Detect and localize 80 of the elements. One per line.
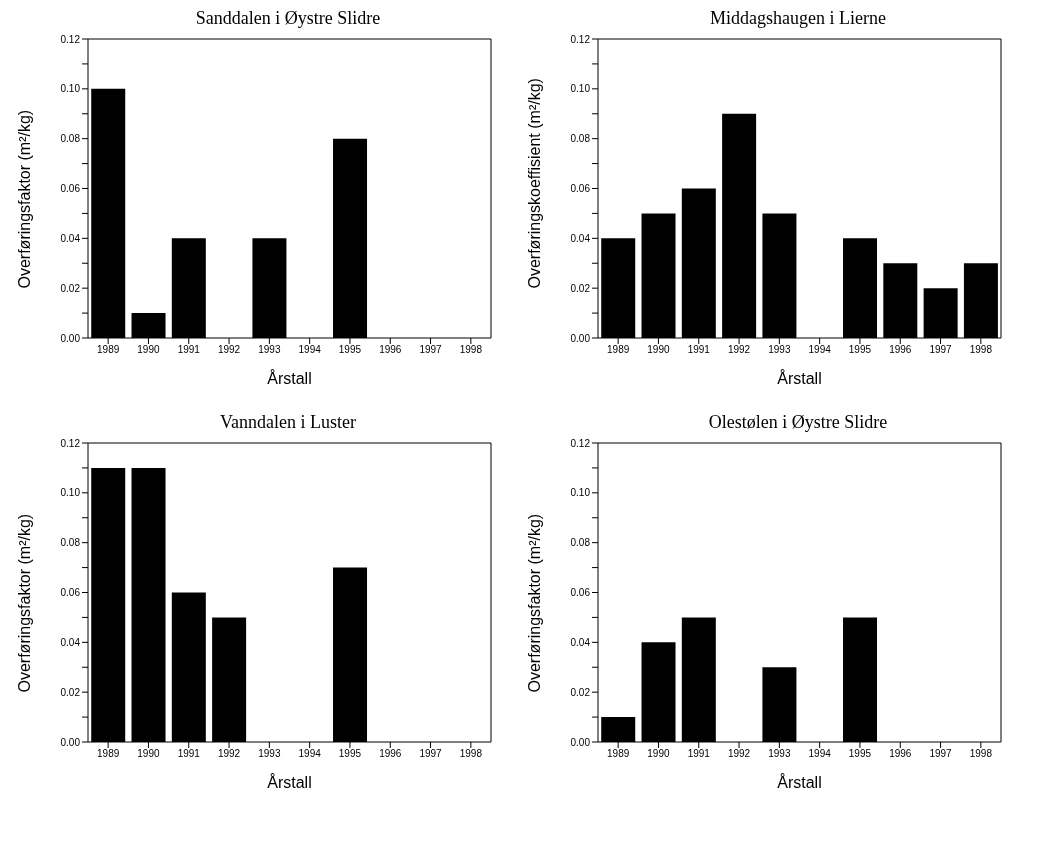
x-tick-label: 1989 [607,344,630,356]
y-tick-label: 0.12 [60,33,81,45]
x-tick-label: 1989 [97,748,120,760]
y-tick-label: 0.00 [60,736,81,748]
y-tick-label: 0.12 [60,437,81,449]
x-tick-label: 1990 [647,748,671,760]
y-tick-label: 0.12 [570,33,591,45]
x-tick-label: 1997 [419,748,443,760]
x-tick-label: 1989 [97,344,120,356]
y-tick-label: 0.10 [60,487,81,499]
x-axis-title: Årstall [777,369,822,387]
x-tick-label: 1995 [338,748,362,760]
x-tick-label: 1991 [177,748,201,760]
y-tick-label: 0.02 [570,686,591,698]
y-tick-label: 0.06 [570,587,591,599]
x-tick-label: 1990 [137,344,161,356]
x-tick-label: 1992 [217,344,241,356]
x-tick-label: 1996 [889,344,912,356]
x-tick-label: 1996 [889,748,912,760]
y-tick-label: 0.08 [570,133,591,145]
x-axis-title: Årstall [777,773,822,791]
x-tick-label: 1990 [137,748,161,760]
x-axis-title: Årstall [267,773,312,791]
x-tick-label: 1996 [379,748,402,760]
y-tick-label: 0.00 [570,736,591,748]
y-tick-label: 0.10 [570,487,591,499]
x-tick-label: 1994 [298,344,322,356]
x-tick-label: 1990 [647,344,671,356]
y-tick-label: 0.12 [570,437,591,449]
x-tick-label: 1993 [258,344,281,356]
x-tick-label: 1997 [929,344,953,356]
x-tick-label: 1997 [419,344,443,356]
y-tick-label: 0.00 [570,332,591,344]
y-tick-label: 0.02 [570,282,591,294]
x-tick-label: 1998 [459,748,483,760]
chart-title: Vanndalen i Luster [219,412,357,434]
x-axis-title: Årstall [267,369,312,387]
x-tick-label: 1991 [687,344,711,356]
x-tick-label: 1998 [969,748,993,760]
x-tick-label: 1989 [607,748,630,760]
x-tick-label: 1994 [808,748,832,760]
x-tick-label: 1998 [459,344,483,356]
y-axis-title: Overføringsfaktor (m²/kg) [525,513,543,693]
x-tick-label: 1994 [298,748,322,760]
x-tick-label: 1992 [727,344,751,356]
x-tick-label: 1996 [379,344,402,356]
x-tick-label: 1993 [258,748,281,760]
x-tick-label: 1995 [338,344,362,356]
y-tick-label: 0.10 [60,83,81,95]
x-tick-label: 1995 [848,344,872,356]
x-tick-label: 1993 [768,344,791,356]
x-tick-label: 1992 [217,748,241,760]
y-tick-label: 0.06 [570,183,591,195]
x-tick-label: 1998 [969,344,993,356]
y-axis-title: Overføringskoeffisient (m²/kg) [525,78,543,289]
chart-title: Middagshaugen i Lierne [709,8,887,30]
y-tick-label: 0.02 [60,686,81,698]
y-tick-label: 0.08 [60,133,81,145]
y-tick-label: 0.04 [570,232,591,244]
y-axis-title: Overføringsfaktor (m²/kg) [15,513,33,693]
x-tick-label: 1993 [768,748,791,760]
y-tick-label: 0.10 [570,83,591,95]
y-tick-label: 0.06 [60,183,81,195]
y-tick-label: 0.04 [60,636,81,648]
chart-title: Sanddalen i Øystre Slidre [194,8,382,30]
x-tick-label: 1991 [177,344,201,356]
y-tick-label: 0.04 [60,232,81,244]
y-tick-label: 0.00 [60,332,81,344]
x-tick-label: 1992 [727,748,751,760]
y-tick-label: 0.02 [60,282,81,294]
x-tick-label: 1991 [687,748,711,760]
y-tick-label: 0.04 [570,636,591,648]
y-tick-label: 0.08 [570,537,591,549]
y-tick-label: 0.08 [60,537,81,549]
x-tick-label: 1994 [808,344,832,356]
chart-title: Olestølen i Øystre Slidre [707,412,889,434]
x-tick-label: 1997 [929,748,953,760]
y-axis-title: Overføringsfaktor (m²/kg) [15,109,33,289]
x-tick-label: 1995 [848,748,872,760]
y-tick-label: 0.06 [60,587,81,599]
